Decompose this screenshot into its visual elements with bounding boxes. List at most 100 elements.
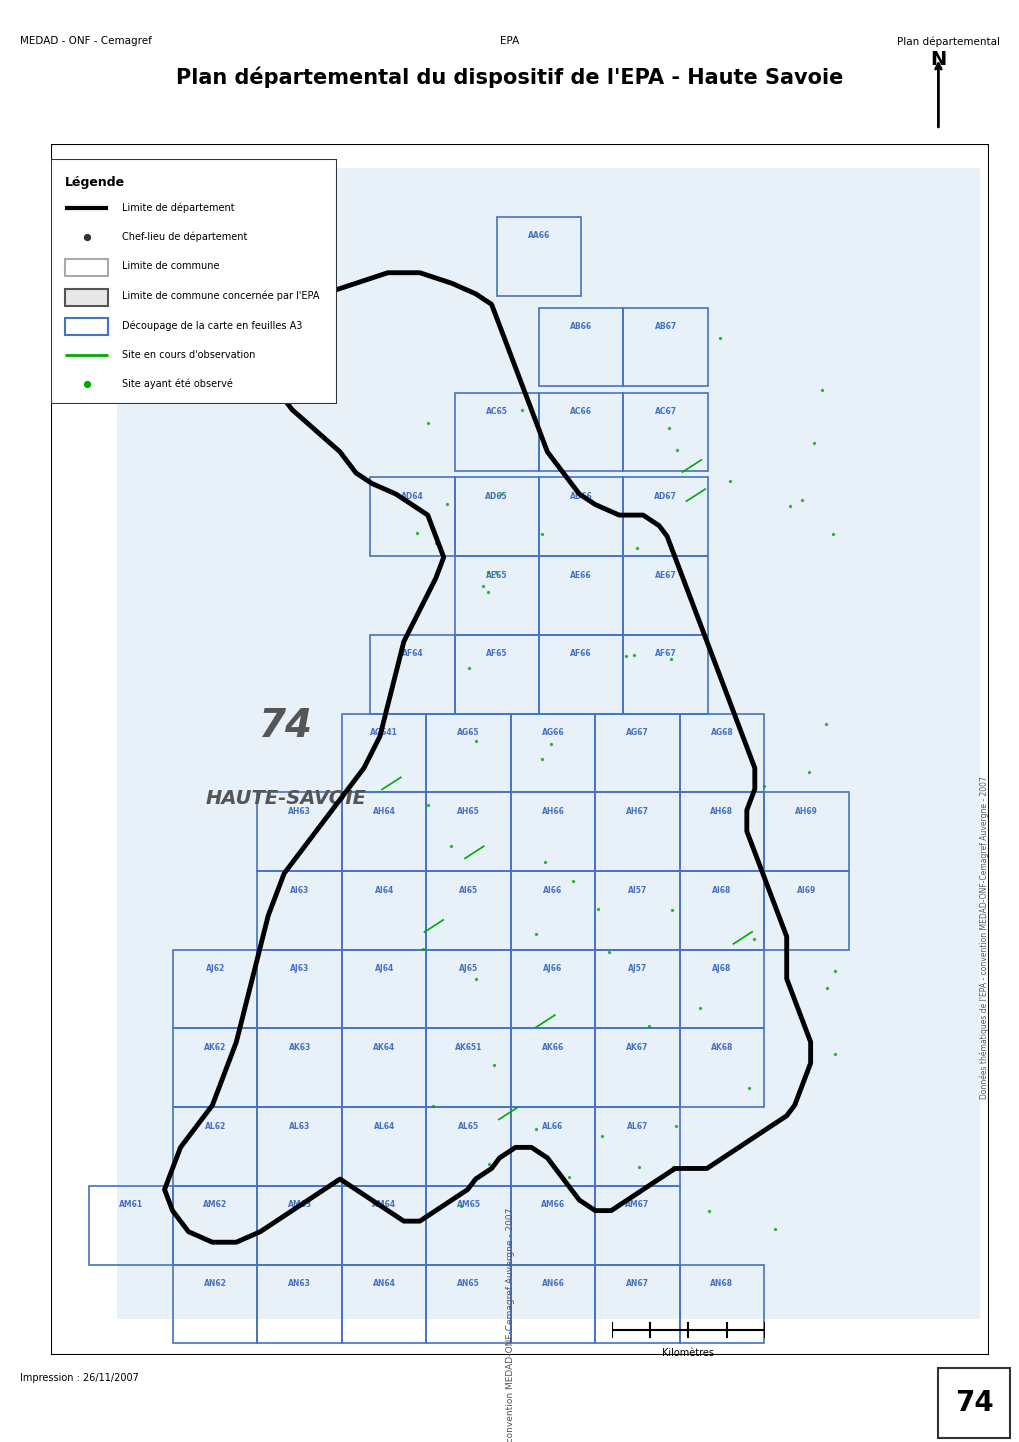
Text: AI66: AI66 (543, 885, 562, 894)
Bar (426, 1265, 511, 1344)
Bar (511, 871, 595, 950)
Bar (341, 1107, 426, 1185)
Point (755, 774, 771, 797)
Point (631, 1155, 647, 1178)
Point (452, 1194, 469, 1217)
Text: AJ62: AJ62 (206, 965, 224, 973)
Bar (257, 871, 341, 950)
Text: AG68: AG68 (710, 728, 733, 737)
Text: AJ64: AJ64 (374, 965, 393, 973)
Text: AJ63: AJ63 (289, 965, 309, 973)
Bar (341, 714, 426, 792)
Point (492, 482, 508, 505)
Point (626, 643, 642, 666)
Text: AD65: AD65 (485, 492, 507, 500)
Text: Kilomètres: Kilomètres (662, 1348, 713, 1358)
Text: AM66: AM66 (540, 1200, 565, 1210)
Text: AG65: AG65 (457, 728, 479, 737)
Point (745, 927, 761, 950)
Point (468, 968, 484, 991)
Point (593, 1125, 609, 1148)
Bar (679, 1028, 763, 1107)
Point (428, 532, 444, 555)
Point (794, 489, 810, 512)
Text: AM65: AM65 (457, 1200, 480, 1210)
Point (468, 730, 484, 753)
Text: AA66: AA66 (527, 231, 549, 241)
Text: 74: 74 (954, 1389, 993, 1417)
Text: AK66: AK66 (541, 1043, 564, 1053)
Text: AH65: AH65 (457, 806, 480, 816)
Text: AN68: AN68 (710, 1279, 733, 1288)
Bar (595, 714, 679, 792)
Bar (426, 714, 511, 792)
Bar (595, 950, 679, 1028)
Point (78, 225, 95, 248)
Text: Limite de département: Limite de département (122, 202, 234, 213)
Bar (341, 1265, 426, 1344)
Text: AE65: AE65 (485, 571, 507, 580)
Bar (623, 634, 707, 714)
Point (628, 536, 644, 559)
Bar (426, 1107, 511, 1185)
Text: AN66: AN66 (541, 1279, 564, 1288)
Text: AM64: AM64 (372, 1200, 395, 1210)
Point (660, 417, 677, 440)
Bar (65, 260, 108, 277)
Point (485, 1053, 501, 1076)
Point (481, 1154, 497, 1177)
Point (474, 575, 490, 598)
Bar (623, 477, 707, 557)
Bar (426, 1185, 511, 1265)
Text: AD64: AD64 (400, 492, 423, 500)
Point (420, 795, 436, 818)
Point (813, 378, 829, 401)
Text: AG66: AG66 (541, 728, 564, 737)
Point (766, 1218, 783, 1242)
Text: AE66: AE66 (570, 571, 591, 580)
Bar (511, 792, 595, 871)
Bar (623, 557, 707, 634)
Bar (538, 477, 623, 557)
Point (640, 1015, 656, 1038)
Text: AH66: AH66 (541, 806, 564, 816)
Bar (65, 288, 108, 306)
Text: AJ66: AJ66 (543, 965, 562, 973)
Bar (341, 792, 426, 871)
Point (461, 656, 477, 679)
Point (542, 733, 558, 756)
Bar (257, 1265, 341, 1344)
Text: Site ayant été observé: Site ayant été observé (122, 379, 233, 389)
Text: AN64: AN64 (372, 1279, 395, 1288)
Text: AI57: AI57 (628, 885, 646, 894)
Text: Données thématiques de l'EPA - convention MEDAD-ONF-Cemagref Auvergne - 2007: Données thématiques de l'EPA - conventio… (504, 1207, 515, 1442)
Point (419, 412, 435, 435)
Text: AM62: AM62 (203, 1200, 227, 1210)
Point (479, 581, 495, 604)
Text: AH64: AH64 (372, 806, 395, 816)
Bar (454, 557, 538, 634)
Text: AI64: AI64 (374, 885, 393, 894)
Bar (454, 477, 538, 557)
Point (528, 923, 544, 946)
Text: AN65: AN65 (457, 1279, 480, 1288)
Bar (426, 792, 511, 871)
Text: AI69: AI69 (796, 885, 815, 894)
Bar (538, 634, 623, 714)
Text: AH69: AH69 (794, 806, 817, 816)
Text: AK68: AK68 (710, 1043, 733, 1053)
Text: AB66: AB66 (570, 322, 592, 332)
Text: AJ65: AJ65 (459, 965, 478, 973)
Bar (763, 792, 848, 871)
Text: AC67: AC67 (654, 407, 676, 417)
Bar (511, 950, 595, 1028)
Text: AL64: AL64 (373, 1122, 394, 1131)
Bar (173, 1028, 257, 1107)
Bar (937, 1368, 1009, 1438)
Bar (679, 1265, 763, 1344)
Point (565, 870, 581, 893)
Bar (538, 557, 623, 634)
Point (741, 1076, 757, 1099)
Text: AJ57: AJ57 (628, 965, 646, 973)
Point (800, 761, 816, 784)
